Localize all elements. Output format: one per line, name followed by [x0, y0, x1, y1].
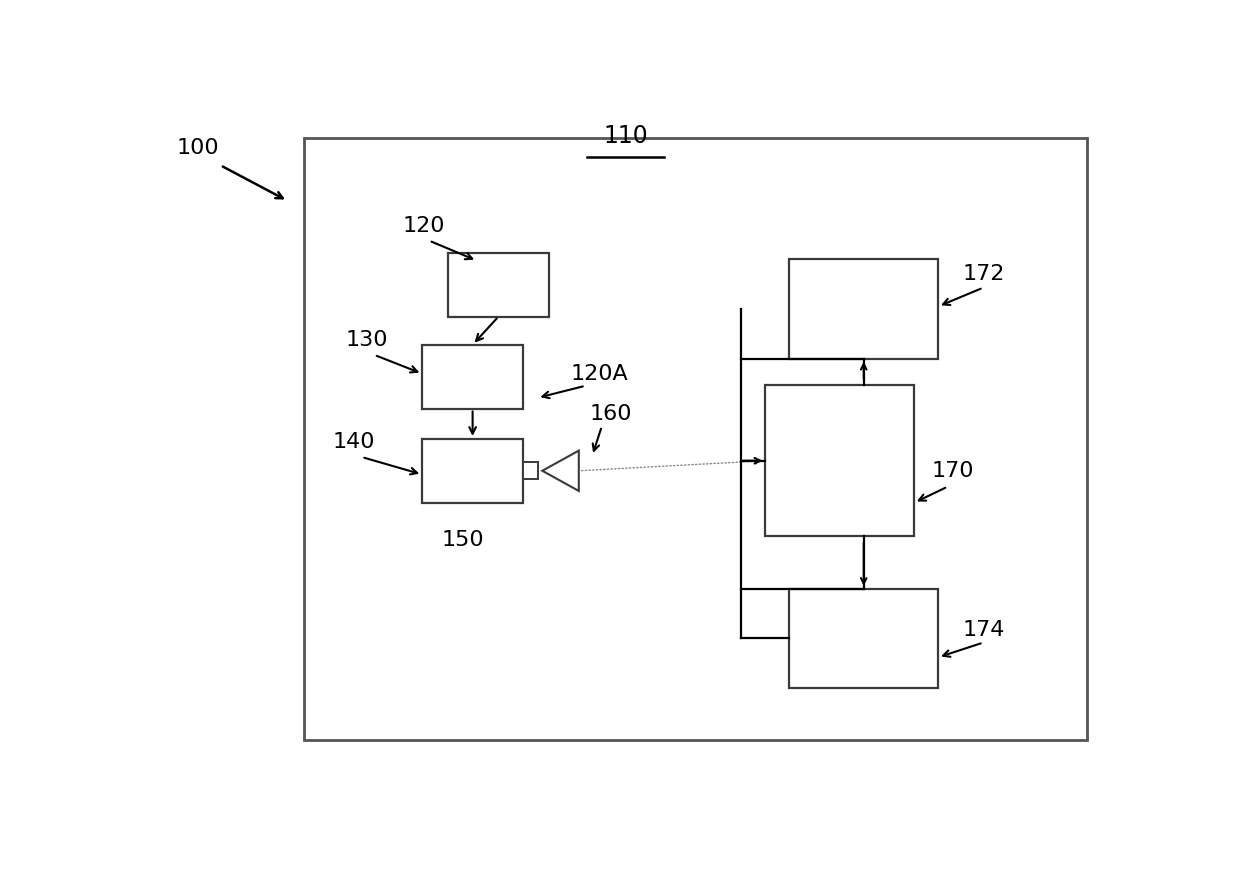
- Bar: [422, 345, 523, 409]
- Text: 174: 174: [962, 621, 1004, 641]
- Bar: [448, 252, 549, 317]
- Bar: [789, 588, 939, 688]
- Text: 120: 120: [403, 216, 445, 236]
- Text: 140: 140: [332, 432, 376, 452]
- Bar: [304, 138, 1087, 740]
- Text: 130: 130: [345, 330, 388, 350]
- Bar: [789, 259, 939, 359]
- Bar: [523, 463, 538, 479]
- Text: 172: 172: [962, 265, 1004, 284]
- Bar: [765, 385, 914, 536]
- Text: 160: 160: [589, 404, 632, 424]
- Bar: [422, 439, 523, 503]
- Text: 170: 170: [931, 461, 973, 481]
- Text: 120A: 120A: [570, 364, 627, 383]
- Text: 150: 150: [441, 531, 484, 550]
- Text: 110: 110: [604, 125, 649, 148]
- Text: 100: 100: [176, 139, 218, 159]
